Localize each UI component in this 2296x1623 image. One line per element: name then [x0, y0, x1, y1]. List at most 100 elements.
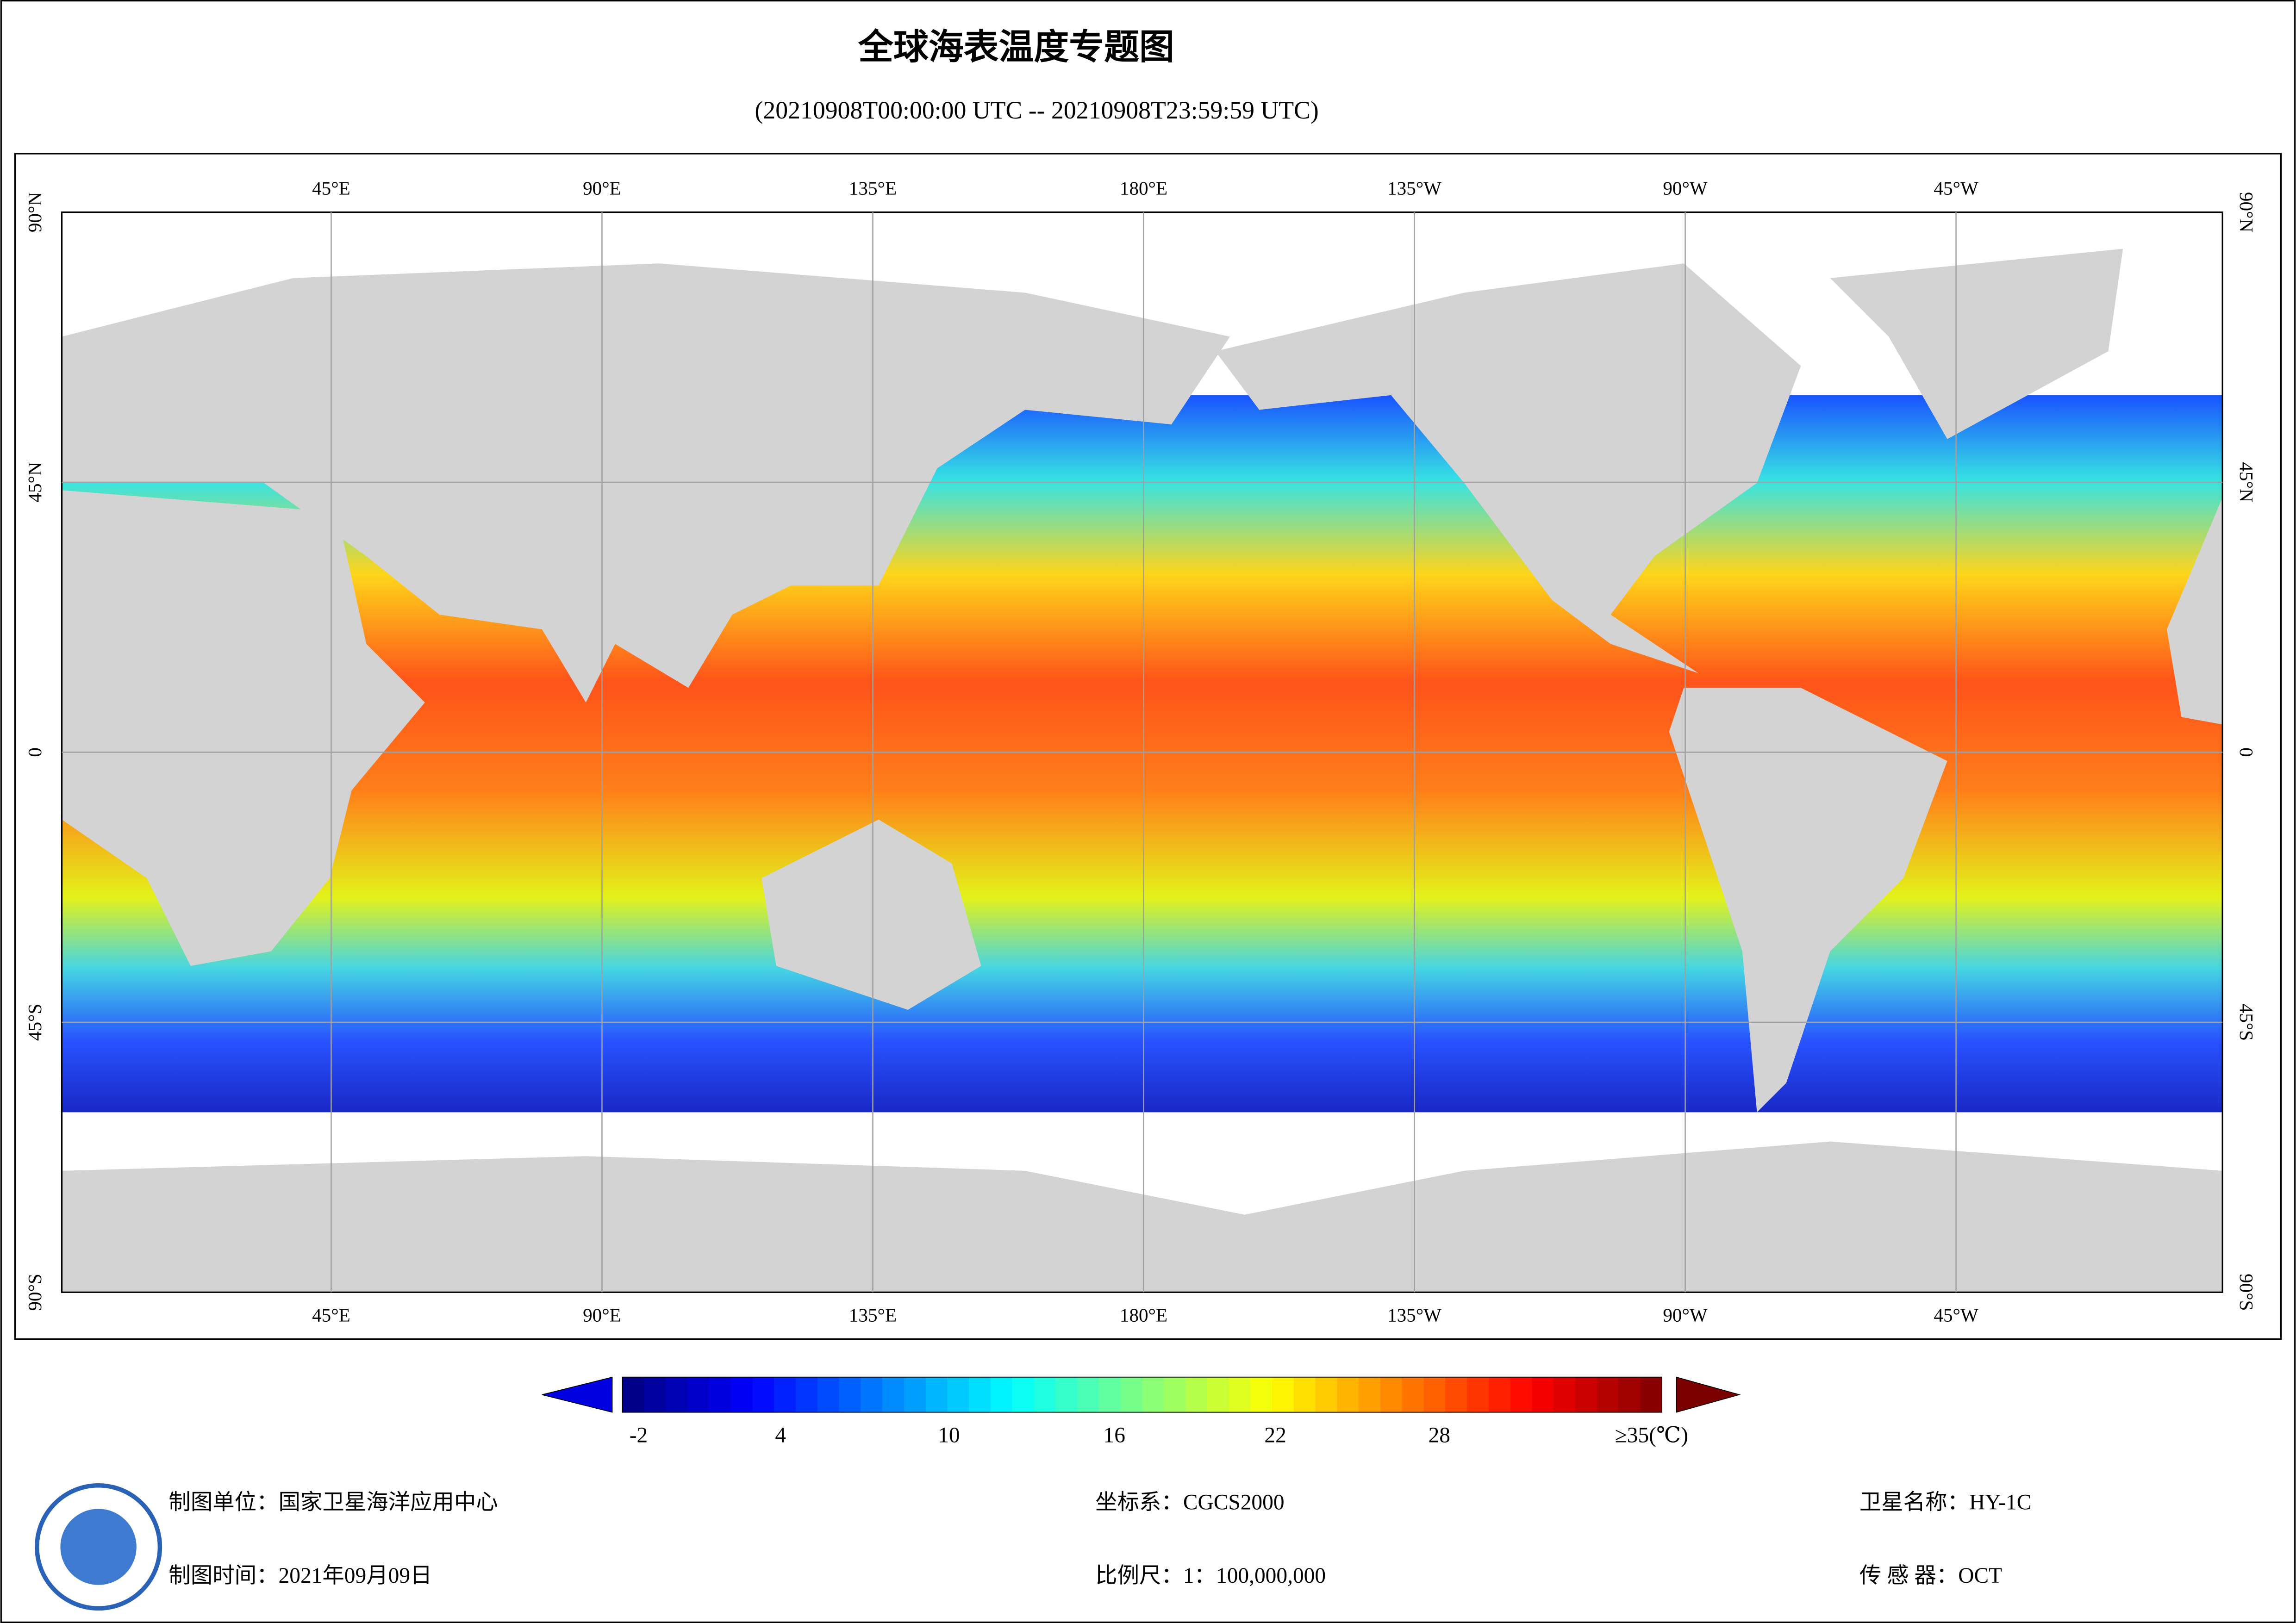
colorbar-cell	[1272, 1377, 1294, 1412]
colorbar-cell	[1554, 1377, 1576, 1412]
longitude-label: 180°E	[1120, 1305, 1167, 1326]
africa-west	[2166, 497, 2223, 725]
logo-globe	[60, 1509, 137, 1585]
longitude-label: 45°W	[1934, 1305, 1978, 1326]
longitude-label: 135°W	[1387, 1305, 1441, 1326]
latitude-label: 45°N	[2236, 462, 2257, 502]
colorbar-cell	[925, 1377, 948, 1412]
longitude-label: 90°E	[583, 1305, 621, 1326]
colorbar-cell	[861, 1377, 883, 1412]
colorbar-max-arrow	[1676, 1376, 1741, 1413]
colorbar-cell	[795, 1377, 818, 1412]
south-america	[1669, 688, 1947, 1113]
colorbar-cell	[969, 1377, 991, 1412]
title: 全球海表温度专题图	[858, 28, 1174, 67]
colorbar-cell	[990, 1377, 1013, 1412]
colorbar-cell	[1359, 1377, 1381, 1412]
longitude-label: 180°E	[1120, 178, 1167, 199]
colorbar-cell	[1640, 1377, 1662, 1412]
colorbar-cell	[947, 1377, 970, 1412]
colorbar-cell	[687, 1377, 710, 1412]
footer: 制图单位：国家卫星海洋应用中心 制图时间：2021年09月09日 坐标系：CGC…	[35, 1483, 2031, 1611]
greenland	[1830, 249, 2123, 439]
mapping-date: 制图时间：2021年09月09日	[168, 1564, 432, 1588]
longitude-label: 45°W	[1934, 178, 1978, 199]
colorbar-cell	[644, 1377, 667, 1412]
colorbar-cell	[752, 1377, 775, 1412]
subtitle: (20210908T00:00:00 UTC -- 20210908T23:59…	[755, 96, 1319, 124]
eurasia	[62, 263, 1230, 703]
colorbar-label: 16	[1104, 1423, 1125, 1447]
colorbar-label: 22	[1264, 1423, 1286, 1447]
colorbar-cell	[817, 1377, 840, 1412]
sensor-name: 传 感 器：OCT	[1859, 1564, 2002, 1588]
longitude-label: 90°W	[1663, 178, 1708, 199]
latitude-label: 0	[2236, 747, 2257, 757]
colorbar-cell	[1185, 1377, 1208, 1412]
longitude-label: 45°E	[312, 178, 350, 199]
latitude-label: 90°S	[2236, 1274, 2257, 1311]
colorbar-cell	[1445, 1377, 1467, 1412]
colorbar-label: 4	[775, 1423, 786, 1447]
satellite-name: 卫星名称：HY-1C	[1859, 1491, 2031, 1515]
africa	[62, 490, 425, 966]
colorbar-cell	[1466, 1377, 1489, 1412]
colorbar-label: 28	[1429, 1423, 1450, 1447]
colorbar-border	[622, 1376, 1662, 1413]
colorbar-cell	[1077, 1377, 1099, 1412]
colorbar-label: 10	[938, 1423, 960, 1447]
colorbar-cell	[666, 1377, 688, 1412]
colorbar-cell	[1293, 1377, 1316, 1412]
colorbar-cell	[1012, 1377, 1035, 1412]
colorbar-cell	[1532, 1377, 1554, 1412]
longitude-label: 45°E	[312, 1305, 350, 1326]
colorbar-cell	[882, 1377, 905, 1412]
map-scale: 比例尺：1：100,000,000	[1095, 1564, 1326, 1588]
colorbar-cell	[1315, 1377, 1338, 1412]
colorbar-cell	[1618, 1377, 1641, 1412]
latitude-label: 45°S	[24, 1004, 45, 1041]
colorbar-cell	[1402, 1377, 1424, 1412]
colorbar-cell	[1597, 1377, 1619, 1412]
colorbar-cell	[1575, 1377, 1597, 1412]
colorbar-label: -2	[630, 1423, 648, 1447]
colorbar-cell	[1120, 1377, 1143, 1412]
latitude-label: 45°S	[2236, 1004, 2257, 1041]
colorbar-cell	[709, 1377, 731, 1412]
colorbar-cell	[1034, 1377, 1056, 1412]
australia	[761, 819, 981, 1010]
colorbar-cell	[1164, 1377, 1186, 1412]
coordinate-system: 坐标系：CGCS2000	[1095, 1491, 1284, 1515]
latitude-label: 0	[24, 747, 45, 757]
colorbar-cell	[1488, 1377, 1511, 1412]
colorbar-cell	[904, 1377, 926, 1412]
colorbar-cell	[1098, 1377, 1121, 1412]
colorbar-cell	[1380, 1377, 1403, 1412]
colorbar-label: ≥35(℃)	[1615, 1423, 1688, 1447]
colorbar-cell	[839, 1377, 861, 1412]
colorbar-cell	[1207, 1377, 1229, 1412]
latitude-label: 90°N	[2236, 192, 2257, 232]
north-america	[1215, 263, 1801, 673]
graticule: 45°E 45°E 90°E 90°E 135°E 135°E 180°E 180°E 135°…	[24, 178, 2257, 1326]
colorbar-cell	[1510, 1377, 1533, 1412]
colorbar-cell	[1055, 1377, 1078, 1412]
colorbar-min-arrow	[542, 1376, 613, 1413]
longitude-label: 135°W	[1387, 178, 1441, 199]
mapping-unit: 制图单位：国家卫星海洋应用中心	[168, 1491, 498, 1515]
colorbar-cell	[730, 1377, 753, 1412]
colorbar-cell	[1229, 1377, 1251, 1412]
longitude-label: 135°E	[849, 1305, 897, 1326]
colorbar-cell	[1142, 1377, 1165, 1412]
latitude-label: 90°S	[24, 1274, 45, 1311]
colorbar-cell	[1423, 1377, 1446, 1412]
longitude-label: 90°E	[583, 178, 621, 199]
latitude-label: 90°N	[24, 192, 45, 232]
colorbar-cell	[622, 1377, 645, 1412]
latitude-label: 45°N	[24, 462, 45, 502]
colorbar-cell	[1337, 1377, 1360, 1412]
longitude-label: 90°W	[1663, 1305, 1708, 1326]
colorbar-cell	[1250, 1377, 1273, 1412]
